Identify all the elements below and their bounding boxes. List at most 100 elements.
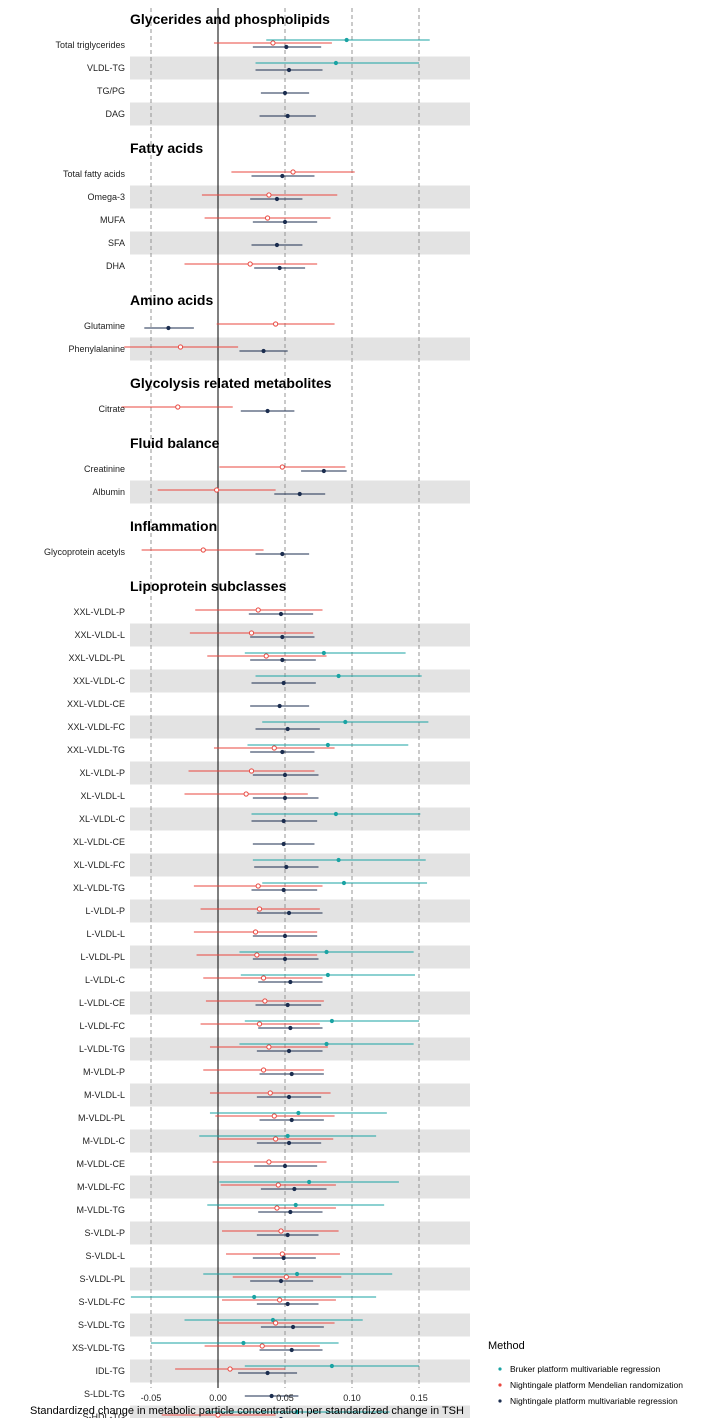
row-band bbox=[130, 899, 470, 923]
row-bands bbox=[130, 56, 470, 1418]
nmv-point bbox=[286, 1048, 292, 1054]
nmv-point bbox=[286, 1140, 292, 1146]
row-label: Glycoprotein acetyls bbox=[44, 547, 126, 557]
legend-label: Bruker platform multivariable regression bbox=[510, 1364, 660, 1374]
nmv-point bbox=[286, 910, 292, 916]
nmv-point bbox=[265, 1370, 270, 1376]
row-band bbox=[130, 185, 470, 209]
mr-point bbox=[279, 1251, 285, 1257]
row-band bbox=[130, 1267, 470, 1291]
mr-point bbox=[200, 547, 206, 553]
nmv-point bbox=[289, 1071, 294, 1077]
mr-point bbox=[278, 1228, 284, 1234]
nmv-point bbox=[290, 1324, 296, 1330]
bruker-point bbox=[325, 742, 330, 748]
mr-point bbox=[273, 1136, 279, 1142]
mr-point bbox=[271, 745, 277, 751]
row-label: TG/PG bbox=[97, 86, 125, 96]
row-band bbox=[130, 853, 470, 877]
nmv-point bbox=[285, 113, 290, 119]
row-label: XXL-VLDL-P bbox=[73, 607, 125, 617]
nmv-point bbox=[282, 956, 288, 962]
nmv-point bbox=[280, 749, 285, 755]
nmv-point bbox=[274, 242, 280, 248]
row-label: XXL-VLDL-C bbox=[73, 676, 126, 686]
row-label: L-VLDL-CE bbox=[79, 998, 125, 1008]
row-band bbox=[130, 1175, 470, 1199]
nmv-point bbox=[282, 219, 288, 225]
mr-point bbox=[255, 607, 261, 613]
bruker-point bbox=[341, 880, 347, 886]
bruker-point bbox=[252, 1294, 257, 1300]
row-label: XXL-VLDL-TG bbox=[67, 745, 125, 755]
row-band bbox=[130, 1221, 470, 1245]
nmv-point bbox=[289, 1117, 294, 1123]
mr-point bbox=[175, 404, 181, 410]
mr-point bbox=[215, 1412, 221, 1418]
nmv-point bbox=[285, 1232, 290, 1238]
mr-point bbox=[254, 952, 260, 958]
mr-point bbox=[263, 653, 269, 659]
mr-point bbox=[290, 169, 296, 175]
legend-key-mr bbox=[498, 1383, 502, 1387]
bruker-point bbox=[329, 1018, 334, 1024]
row-band bbox=[130, 1037, 470, 1061]
mr-point bbox=[270, 40, 276, 46]
bruker-point bbox=[333, 811, 339, 817]
row-band bbox=[130, 991, 470, 1015]
row-band bbox=[130, 1083, 470, 1107]
row-label: M-VLDL-PL bbox=[78, 1113, 125, 1123]
row-label: Creatinine bbox=[84, 464, 125, 474]
mr-point bbox=[255, 883, 261, 889]
bruker-point bbox=[285, 1133, 290, 1139]
row-band bbox=[130, 623, 470, 647]
mr-point bbox=[247, 261, 253, 267]
row-label: SFA bbox=[108, 238, 125, 248]
section-title: Amino acids bbox=[130, 292, 213, 308]
row-label: DHA bbox=[106, 261, 125, 271]
legend-title: Method bbox=[488, 1340, 525, 1352]
mr-point bbox=[252, 929, 259, 935]
bruker-point bbox=[296, 1110, 301, 1116]
row-label: XXL-VLDL-PL bbox=[68, 653, 125, 663]
nmv-point bbox=[280, 173, 285, 179]
row-label: XL-VLDL-FC bbox=[73, 860, 125, 870]
mr-point bbox=[283, 1274, 289, 1280]
bruker-point bbox=[325, 972, 330, 978]
nmv-point bbox=[288, 979, 293, 985]
nmv-point bbox=[281, 887, 286, 893]
mr-point bbox=[266, 192, 272, 198]
nmv-point bbox=[297, 491, 302, 497]
row-label: IDL-TG bbox=[95, 1366, 125, 1376]
section-title: Fluid balance bbox=[130, 435, 220, 451]
bruker-point bbox=[241, 1340, 246, 1346]
nmv-point bbox=[274, 196, 280, 202]
legend-label: Nightingale platform multivariable regre… bbox=[510, 1396, 678, 1406]
row-label: Omega-3 bbox=[87, 192, 125, 202]
row-label: M-VLDL-C bbox=[82, 1136, 125, 1146]
section-title: Glycerides and phospholipids bbox=[130, 11, 330, 27]
mr-point bbox=[277, 1297, 283, 1303]
mr-point bbox=[248, 768, 255, 774]
row-band bbox=[130, 761, 470, 785]
row-label: L-VLDL-PL bbox=[80, 952, 125, 962]
nmv-point bbox=[280, 657, 285, 663]
row-band bbox=[130, 1313, 470, 1337]
nmv-point bbox=[281, 841, 286, 847]
row-band bbox=[130, 1359, 470, 1383]
row-label: Glutamine bbox=[84, 321, 125, 331]
bruker-point bbox=[336, 673, 341, 679]
nmv-point bbox=[284, 44, 289, 50]
nmv-point bbox=[269, 1393, 274, 1399]
mr-point bbox=[259, 1343, 265, 1349]
row-label: Phenylalanine bbox=[68, 344, 125, 354]
legend-key-nmv bbox=[498, 1399, 502, 1403]
nmv-point bbox=[166, 325, 171, 331]
nmv-point bbox=[284, 864, 289, 870]
nmv-point bbox=[286, 1094, 292, 1100]
bruker-point bbox=[336, 857, 341, 863]
bruker-point bbox=[294, 1271, 300, 1277]
mr-point bbox=[266, 1159, 272, 1165]
x-tick-label: 0.10 bbox=[343, 1393, 361, 1403]
